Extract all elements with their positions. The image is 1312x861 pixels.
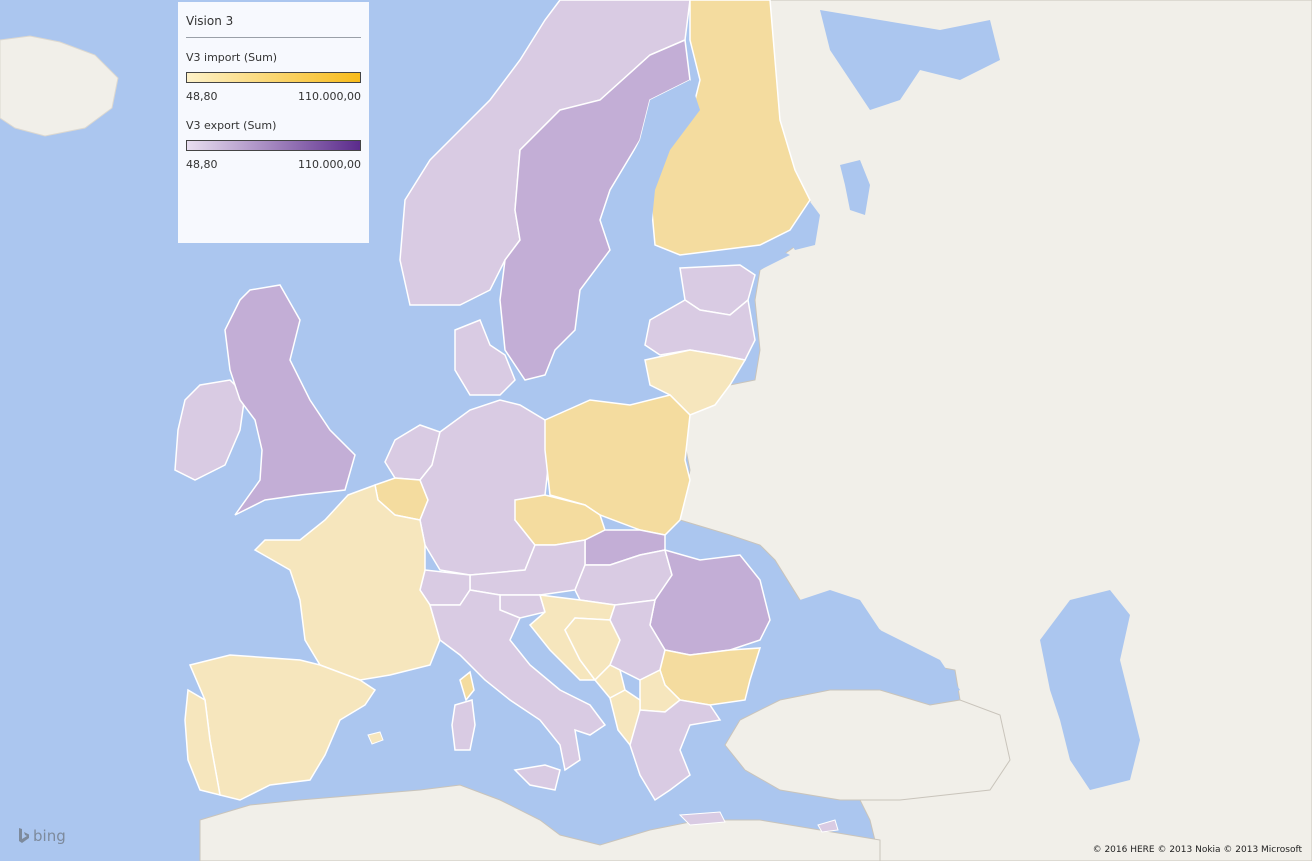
legend-import-label: V3 import (Sum) [186,51,278,64]
legend-export-max: 110.000,00 [298,158,361,171]
bing-icon [19,828,29,843]
region-balearic-islands[interactable] [367,731,384,745]
map-legend: Vision 3 V3 import (Sum) 48,80 110.000,0… [178,2,369,243]
region-sardinia[interactable] [451,699,476,751]
region-poland[interactable] [544,394,691,536]
region-sicily[interactable] [513,764,561,791]
legend-export-gradient [186,140,361,151]
region-corsica[interactable] [459,670,475,702]
map-copyright: © 2016 HERE © 2013 Nokia © 2013 Microsof… [1092,845,1302,855]
water-white-sea [820,10,1000,110]
legend-import-range: 48,80 110.000,00 [186,90,361,103]
legend-export-min: 48,80 [186,158,218,171]
region-france[interactable] [253,483,441,681]
region-denmark[interactable] [454,319,516,396]
legend-import-min: 48,80 [186,90,218,103]
region-portugal[interactable] [184,688,221,797]
water-lake-onega [840,160,870,215]
region-montenegro[interactable] [593,664,626,699]
water-caspian-sea [1040,590,1140,790]
legend-divider [186,37,361,38]
region-crete[interactable] [678,811,726,826]
water-gulf-bothnia [605,80,700,245]
region-sweden[interactable] [499,38,691,381]
legend-export-label: V3 export (Sum) [186,119,277,132]
region-switzerland[interactable] [419,569,471,606]
legend-export-range: 48,80 110.000,00 [186,158,361,171]
legend-import-max: 110.000,00 [298,90,361,103]
region-united-kingdom[interactable] [224,284,356,516]
region-lithuania[interactable] [644,349,747,416]
region-italy[interactable] [429,589,607,772]
region-turkey[interactable] [724,689,1011,801]
region-iceland[interactable] [0,35,119,137]
legend-title: Vision 3 [186,14,234,28]
water-black-sea [755,590,960,705]
legend-import-gradient [186,72,361,83]
bing-logo-text: bing [33,827,66,845]
region-greece[interactable] [629,699,722,802]
bing-logo[interactable]: bing [18,827,66,845]
region-latvia[interactable] [644,298,756,361]
region-cyprus[interactable] [817,819,839,833]
region-north-africa[interactable] [199,784,881,861]
